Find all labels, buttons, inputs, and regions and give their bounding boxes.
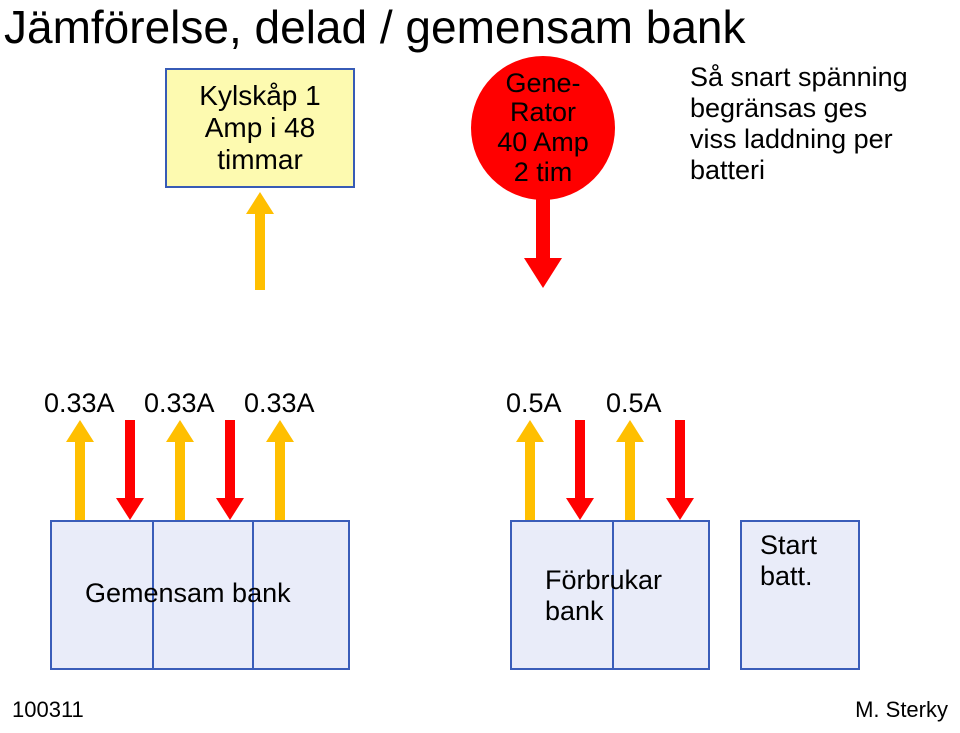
- generator-line2: Rator: [510, 97, 576, 127]
- amp-label-left-1: 0.33A: [144, 388, 215, 419]
- fridge-box: Kylskåp 1 Amp i 48 timmar: [165, 68, 355, 188]
- fridge-line3: timmar: [217, 144, 303, 175]
- generator-line1: Gene-: [505, 68, 580, 98]
- voltage-note: Så snart spänning begränsas ges viss lad…: [690, 62, 908, 186]
- fridge-line2: Amp i 48: [205, 112, 316, 143]
- generator-line3: 40 Amp: [497, 127, 589, 157]
- footer-right: M. Sterky: [855, 697, 948, 723]
- bank-forbrukar-label: Förbrukar bank: [545, 565, 662, 627]
- footer-left: 100311: [12, 697, 84, 723]
- amp-label-left-0: 0.33A: [44, 388, 115, 419]
- bank-start-label: Start batt.: [760, 530, 817, 592]
- fridge-text: Kylskåp 1 Amp i 48 timmar: [199, 80, 320, 177]
- page-title: Jämförelse, delad / gemensam bank: [4, 0, 746, 54]
- fridge-line1: Kylskåp 1: [199, 80, 320, 111]
- bank-gemensam-label: Gemensam bank: [85, 578, 291, 609]
- amp-label-left-2: 0.33A: [244, 388, 315, 419]
- amp-label-right-1: 0.5A: [606, 388, 662, 419]
- generator-circle: Gene- Rator 40 Amp 2 tim: [471, 56, 615, 200]
- amp-label-right-0: 0.5A: [506, 388, 562, 419]
- generator-line4: 2 tim: [514, 157, 573, 187]
- generator-text: Gene- Rator 40 Amp 2 tim: [497, 69, 589, 188]
